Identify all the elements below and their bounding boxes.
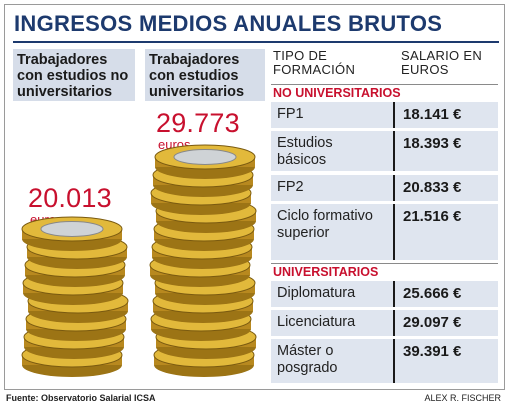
source-note: Fuente: Observatorio Salarial ICSA — [6, 393, 156, 403]
table-row-fp1: FP1 18.141 € — [271, 102, 498, 128]
row-divider — [393, 281, 395, 307]
section-rule-1 — [271, 84, 498, 85]
row-label: Licenciatura — [277, 314, 356, 330]
col1-label: Trabajadores con estudios no universitar… — [17, 52, 129, 100]
row-value: 18.393 € — [403, 135, 462, 152]
value-universitarios: 29.773 — [156, 108, 240, 138]
row-value: 29.097 € — [403, 314, 462, 331]
title-rule — [13, 41, 499, 43]
table-row-estudios-basicos: Estudios básicos 18.393 € — [271, 131, 498, 171]
coin-center — [173, 149, 237, 165]
col2-label: Trabajadores con estudios universitarios — [149, 52, 245, 100]
row-label: FP2 — [277, 179, 304, 195]
header-salario: SALARIO EN EUROS — [401, 48, 483, 77]
infographic: INGRESOS MEDIOS ANUALES BRUTOS Trabajado… — [4, 4, 505, 390]
row-divider — [393, 310, 395, 336]
row-divider — [393, 204, 395, 260]
coin-stack-1 — [149, 144, 257, 377]
section-rule-2 — [271, 263, 498, 264]
row-value: 25.666 € — [403, 285, 462, 302]
row-value: 20.833 € — [403, 179, 462, 196]
table-row-licenciatura: Licenciatura 29.097 € — [271, 310, 498, 336]
table-row-fp2: FP2 20.833 € — [271, 175, 498, 201]
section-no-universitarios: NO UNIVERSITARIOS — [273, 86, 401, 100]
col1-panel — [13, 49, 135, 101]
row-divider — [393, 175, 395, 201]
coin-stack-0 — [21, 216, 129, 377]
row-label: Diplomatura — [277, 285, 356, 301]
row-label: Ciclo formativo superior — [277, 208, 373, 241]
table-row-diplomatura: Diplomatura 25.666 € — [271, 281, 498, 307]
page-title: INGRESOS MEDIOS ANUALES BRUTOS — [14, 11, 443, 36]
row-value: 39.391 € — [403, 343, 462, 360]
row-value: 18.141 € — [403, 106, 462, 123]
row-divider — [393, 102, 395, 128]
section-universitarios: UNIVERSITARIOS — [273, 265, 379, 279]
header-tipo: TIPO DE FORMACIÓN — [273, 48, 356, 77]
row-value: 21.516 € — [403, 208, 462, 225]
row-label: FP1 — [277, 106, 304, 122]
row-label: Estudios básicos — [277, 135, 333, 168]
col2-panel — [145, 49, 265, 101]
credit-note: ALEX R. FISCHER — [424, 393, 501, 403]
row-divider — [393, 131, 395, 171]
coin-center — [40, 221, 104, 237]
row-label: Máster o posgrado — [277, 343, 338, 376]
coin-stacks — [21, 144, 257, 377]
value-no-universitarios: 20.013 — [28, 183, 112, 213]
table-row-ciclo-formativo: Ciclo formativo superior 21.516 € — [271, 204, 498, 260]
table-row-master: Máster o posgrado 39.391 € — [271, 339, 498, 383]
row-divider — [393, 339, 395, 383]
